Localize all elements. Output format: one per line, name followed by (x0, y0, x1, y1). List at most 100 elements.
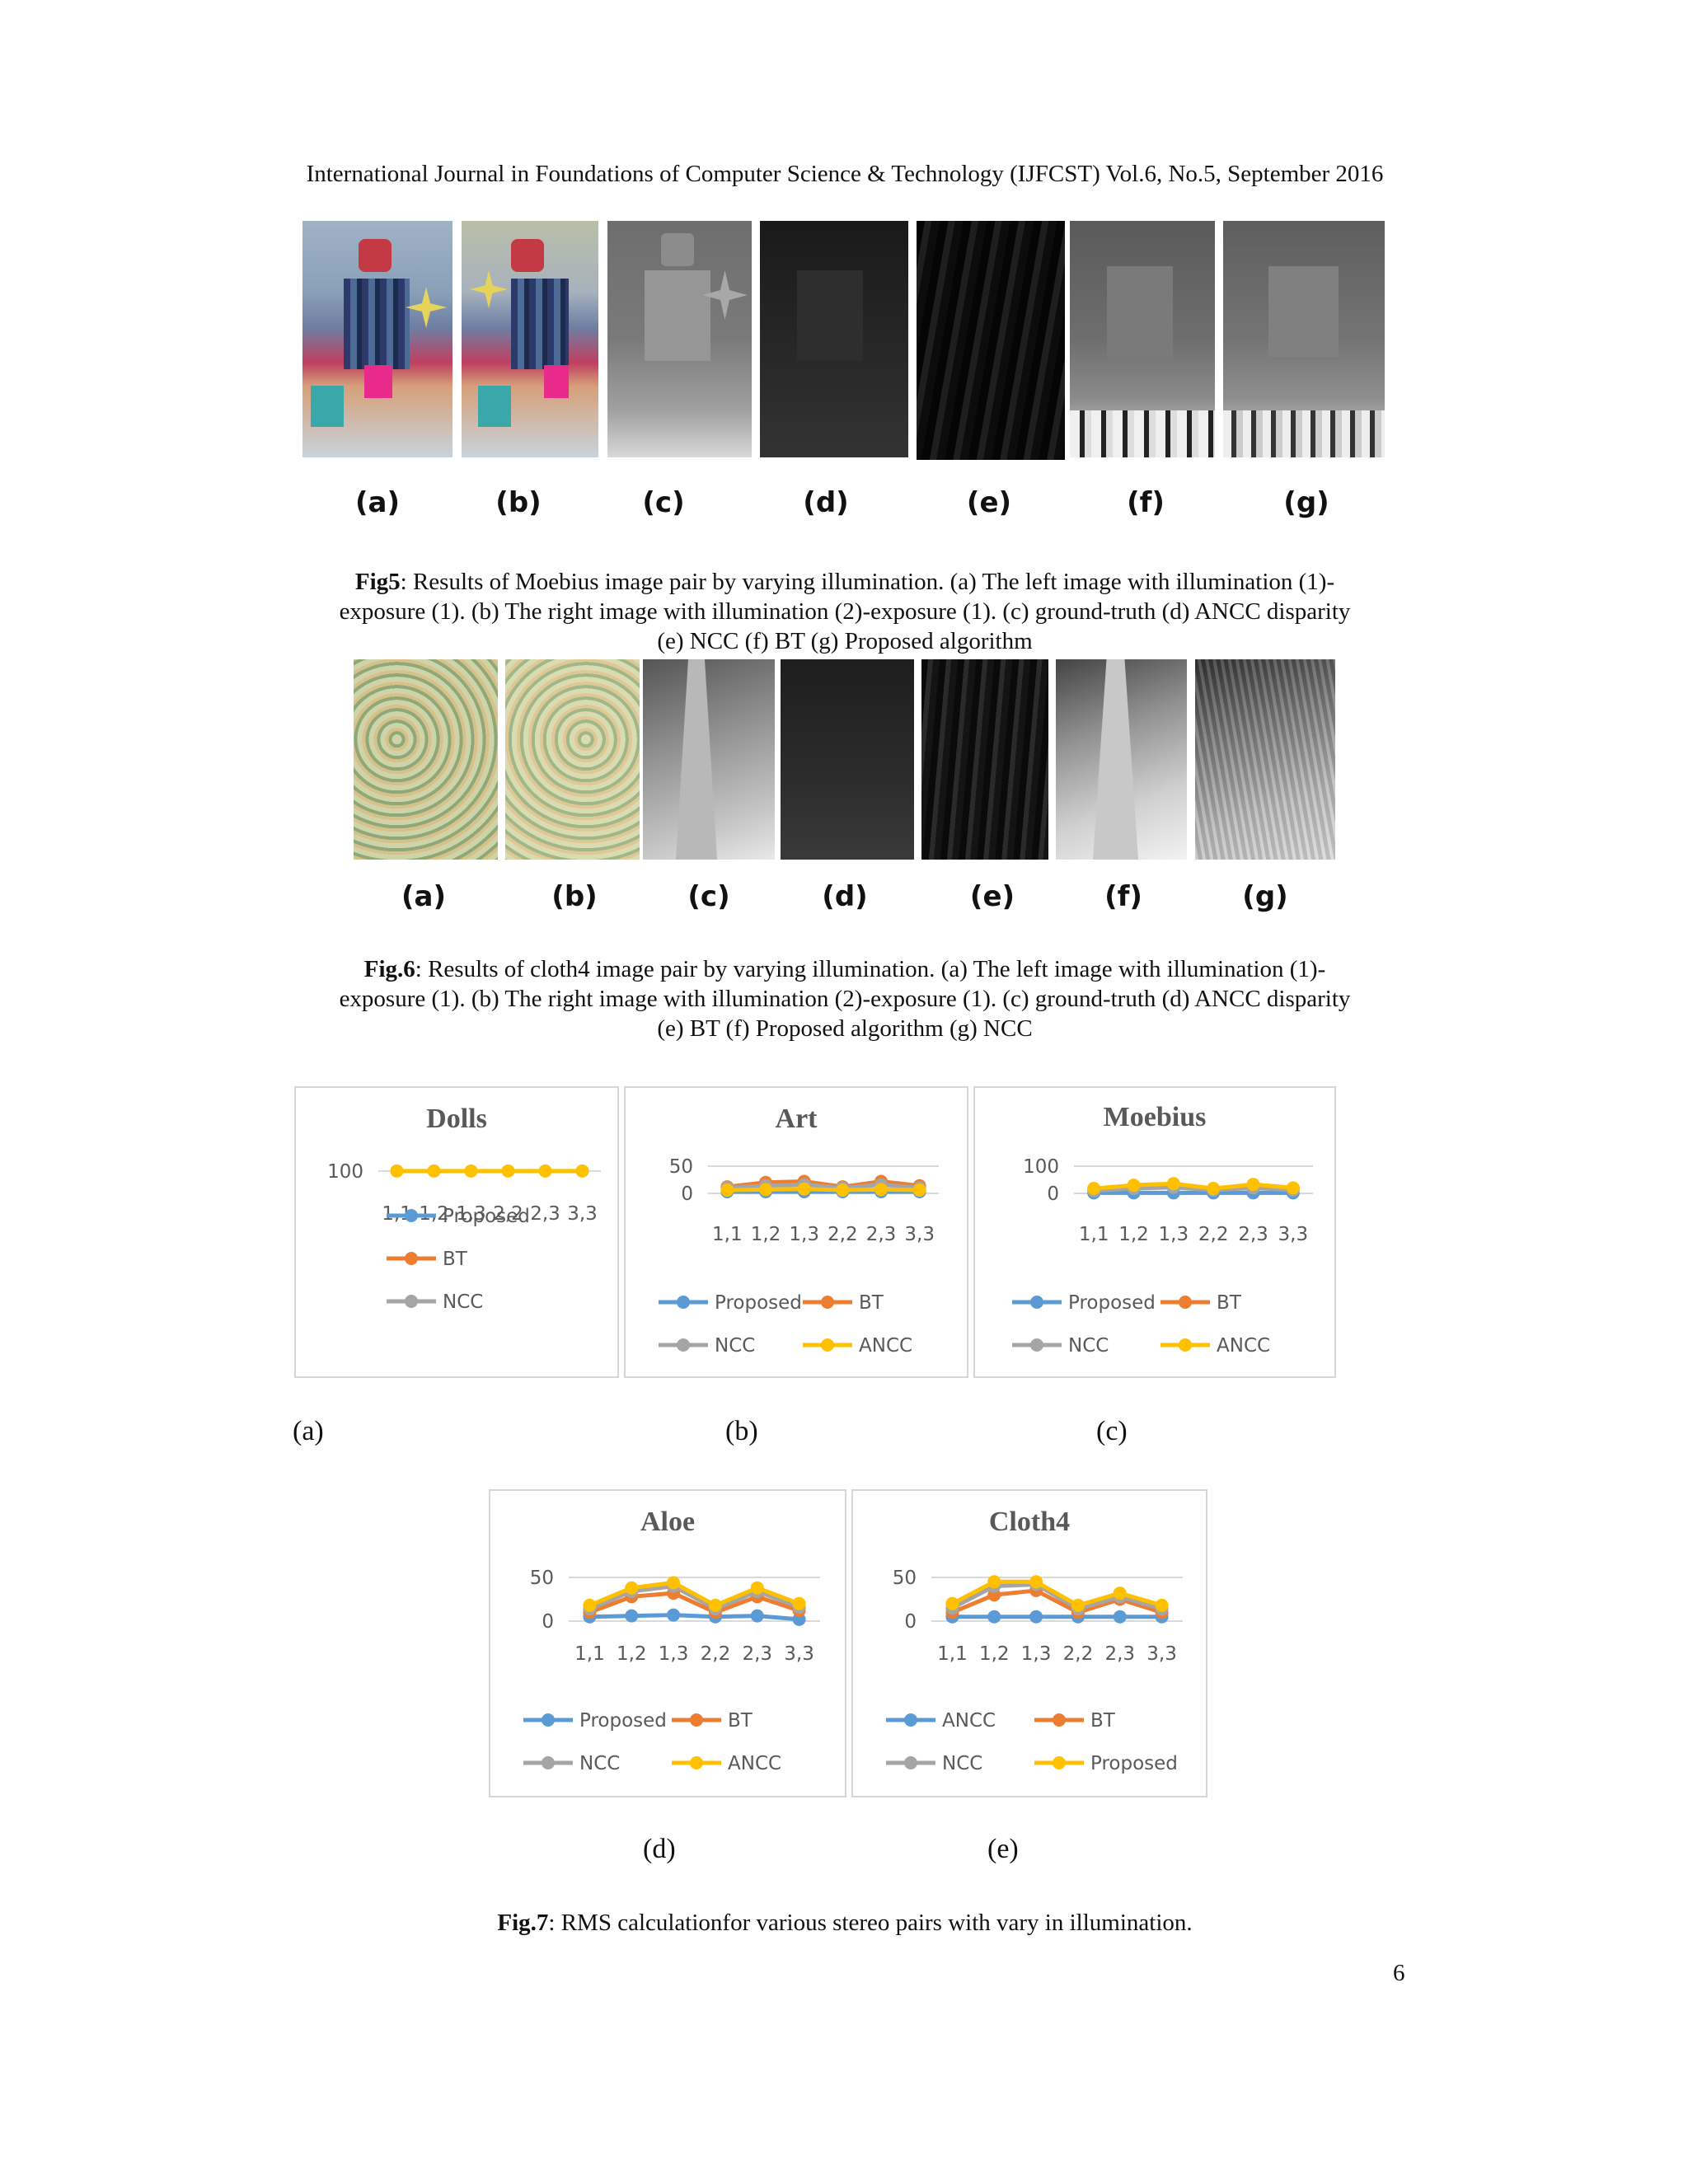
x-tick-label: 1,2 (617, 1643, 647, 1665)
legend-marker (904, 1713, 917, 1727)
legend-marker (821, 1296, 834, 1309)
legend-label: ANCC (859, 1335, 912, 1357)
y-tick-label: 50 (669, 1156, 693, 1178)
fig6-label-d: (d) (822, 880, 868, 913)
data-point (667, 1576, 681, 1590)
fig5-caption-label: Fig5 (354, 569, 401, 595)
legend-marker (542, 1713, 555, 1727)
chart-title: Dolls (426, 1104, 487, 1134)
y-tick-label: 0 (904, 1611, 917, 1633)
series-line (1094, 1185, 1293, 1193)
legend-marker (904, 1756, 917, 1769)
data-point (583, 1598, 597, 1612)
y-tick-label: 100 (327, 1161, 363, 1183)
data-point (625, 1581, 639, 1595)
data-point (836, 1183, 850, 1197)
legend-marker (1179, 1338, 1192, 1352)
fig5-label-e: (e) (966, 486, 1012, 519)
fig5-label-a: (a) (354, 486, 401, 519)
fig5-panel-g-proposed (1223, 221, 1385, 457)
legend-marker (1053, 1713, 1066, 1727)
fig5-caption-line2: exposure (1). (b) The right image with i… (339, 598, 1351, 625)
x-tick-label: 2,3 (742, 1643, 772, 1665)
fig6-caption-line1: : Results of cloth4 image pair by varyin… (415, 956, 1326, 982)
fig5-panel-d-ancc-disparity (760, 221, 908, 457)
data-point (792, 1596, 806, 1610)
fig6-label-f: (f) (1104, 880, 1142, 913)
y-tick-label: 0 (542, 1611, 554, 1633)
legend-marker (405, 1295, 418, 1308)
legend-marker (677, 1296, 690, 1309)
x-tick-label: 1,3 (789, 1224, 819, 1245)
x-tick-label: 2,2 (701, 1643, 731, 1665)
data-point (1166, 1177, 1180, 1191)
data-point (720, 1183, 734, 1197)
fig6-caption-line3: (e) BT (f) Proposed algorithm (g) NCC (657, 1015, 1033, 1042)
chart-art: Art 0 50 1,1 1,2 1,3 2,2 2,3 3,3 Proposed BT NCC ANC… (624, 1086, 968, 1378)
series-line (588, 1580, 800, 1608)
data-point (1029, 1610, 1043, 1624)
data-point (708, 1598, 722, 1612)
chart-title: Moebius (1104, 1102, 1207, 1132)
data-point (1155, 1598, 1169, 1612)
x-tick-label: 2,3 (530, 1203, 560, 1225)
legend-label: BT (728, 1710, 753, 1732)
x-tick-label: 2,3 (866, 1224, 897, 1245)
x-tick-label: 1,3 (1159, 1224, 1189, 1245)
fig5-caption-line1: : Results of Moebius image pair by varyi… (400, 569, 1335, 595)
x-tick-label: 3,3 (904, 1224, 935, 1245)
legend-label: BT (1217, 1292, 1242, 1314)
legend-label: Proposed (1090, 1753, 1178, 1774)
x-tick-label: 1,1 (1079, 1224, 1109, 1245)
data-point (750, 1581, 764, 1595)
legend-label: ANCC (1217, 1335, 1270, 1357)
legend-marker (677, 1338, 690, 1352)
legend-marker (1053, 1756, 1066, 1769)
chart-aloe: Aloe 0 50 1,1 1,2 1,3 2,2 2,3 3,3 Proposed BT NCC AN… (489, 1489, 846, 1797)
series-line (727, 1187, 920, 1193)
fig5-panel-e-ncc (917, 221, 1065, 460)
series-line (951, 1579, 1163, 1608)
x-tick-label: 1,2 (751, 1224, 781, 1245)
x-tick-label: 1,3 (456, 1203, 486, 1225)
x-tick-label: 1,1 (712, 1224, 743, 1245)
fig7-sublabel-b: (b) (725, 1416, 758, 1446)
fig6-panel-a-left-image (354, 659, 498, 860)
data-point (1113, 1586, 1127, 1601)
x-tick-label: 1,1 (937, 1643, 968, 1665)
series-line (589, 1613, 799, 1622)
fig6-panel-c-ground-truth (643, 659, 775, 860)
x-tick-label: 1,1 (574, 1643, 605, 1665)
x-tick-label: 2,2 (828, 1224, 858, 1245)
y-tick-label: 50 (893, 1568, 917, 1589)
data-point (575, 1164, 589, 1178)
fig7-caption-label: Fig.7 (497, 1910, 549, 1936)
legend-marker (821, 1338, 834, 1352)
x-tick-label: 1,3 (659, 1643, 689, 1665)
x-tick-label: 2,2 (1198, 1224, 1229, 1245)
data-point (945, 1596, 959, 1610)
fig6-label-g: (g) (1242, 880, 1288, 913)
legend-label: Proposed (715, 1292, 802, 1314)
fig5-caption-line3: (e) NCC (f) BT (g) Proposed algorithm (657, 628, 1033, 654)
x-tick-label: 3,3 (567, 1203, 598, 1225)
fig7-sublabel-e: (e) (987, 1834, 1019, 1864)
legend-label: NCC (715, 1335, 755, 1357)
fig5-label-g: (g) (1283, 486, 1329, 519)
series-line (951, 1588, 1163, 1615)
legend-marker (690, 1713, 703, 1727)
x-tick-label: 3,3 (1278, 1224, 1309, 1245)
x-tick-label: 2,2 (493, 1203, 523, 1225)
fig6-label-c: (c) (687, 880, 730, 913)
fig5-label-b: (b) (495, 486, 542, 519)
x-tick-label: 2,2 (1063, 1643, 1094, 1665)
legend-marker (405, 1252, 418, 1265)
fig5-label-f: (f) (1127, 486, 1165, 519)
chart-title: Cloth4 (989, 1507, 1070, 1537)
fig5-label-c: (c) (642, 486, 685, 519)
running-header: International Journal in Foundations of … (306, 161, 1384, 187)
data-point (987, 1610, 1001, 1624)
y-tick-label: 0 (1047, 1183, 1059, 1205)
data-point (538, 1164, 552, 1178)
fig6-label-e: (e) (969, 880, 1015, 913)
